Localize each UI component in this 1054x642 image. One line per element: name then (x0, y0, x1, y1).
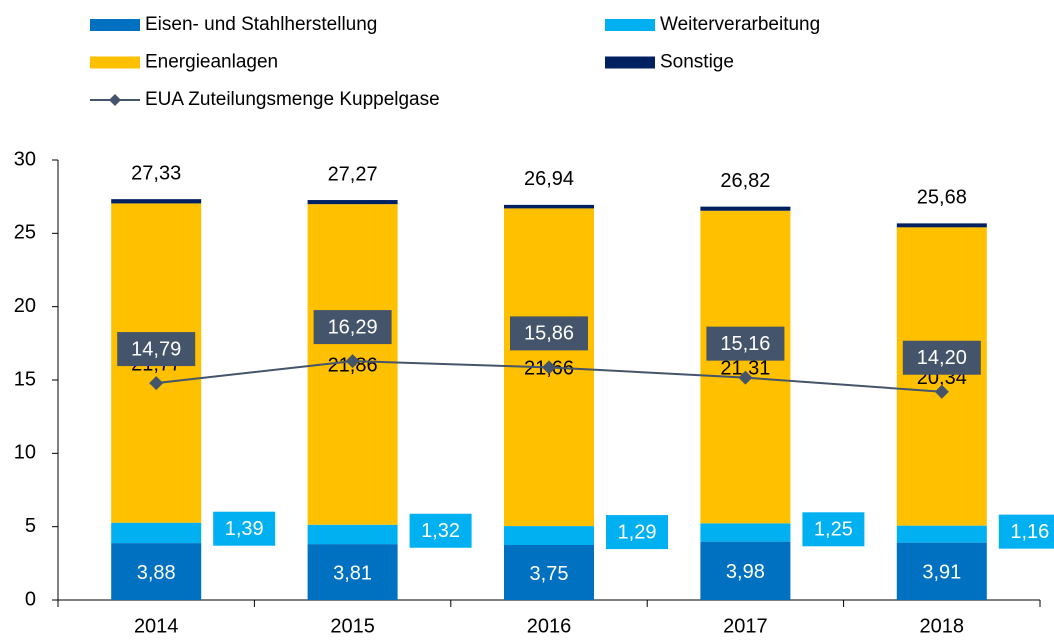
bar-segment (896, 525, 987, 543)
value-label: 15,16 (720, 333, 770, 355)
label-box (213, 511, 276, 546)
value-label: 3,81 (333, 562, 372, 584)
x-tick-label: 2014 (134, 615, 179, 637)
bar-segment (111, 522, 202, 544)
line-marker (934, 384, 949, 399)
legend-label: EUA Zuteilungsmenge Kuppelgase (145, 89, 440, 110)
value-label: 3,91 (922, 562, 961, 584)
legend-label: Eisen- und Stahlherstellung (145, 14, 377, 35)
label-box (998, 514, 1054, 549)
legend-marker (109, 94, 121, 106)
value-label: 3,75 (530, 563, 569, 585)
line-marker (738, 370, 753, 385)
x-tick-label: 2018 (920, 615, 965, 637)
bar-segment (111, 199, 202, 204)
legend-label: Weiterverarbeitung (660, 14, 820, 35)
x-tick-label: 2016 (527, 615, 572, 637)
legend-swatch (90, 19, 140, 31)
legend-swatch (605, 56, 655, 69)
legend-label: Sonstige (660, 52, 734, 73)
x-tick-label: 2015 (330, 615, 375, 637)
value-label: 14,20 (917, 347, 967, 369)
y-tick-label: 10 (14, 442, 36, 464)
bar-segment (307, 200, 398, 205)
total-label: 26,82 (720, 170, 770, 192)
value-label: 21,31 (720, 357, 770, 379)
bar-segment (896, 227, 987, 526)
bar-segment (504, 204, 594, 209)
bar-segment (700, 541, 791, 600)
label-box (117, 332, 196, 367)
value-label: 1,39 (225, 518, 264, 540)
bar-segment (111, 543, 202, 600)
bar-segment (700, 523, 791, 542)
bar-segment (504, 526, 594, 545)
y-tick-label: 15 (14, 368, 36, 390)
total-label: 26,94 (524, 168, 574, 190)
y-tick-label: 25 (14, 222, 36, 244)
total-label: 27,33 (131, 162, 181, 184)
line-marker (345, 354, 360, 369)
y-tick-label: 20 (14, 295, 36, 317)
label-box (510, 316, 588, 351)
y-tick-label: 30 (14, 148, 36, 170)
label-box (409, 513, 472, 548)
bar-segment (896, 223, 987, 228)
label-box (706, 326, 785, 361)
value-label: 1,29 (618, 521, 657, 543)
bar-segment (307, 544, 398, 600)
value-label: 16,29 (328, 316, 378, 338)
bar-segment (504, 545, 594, 600)
label-box (902, 340, 981, 375)
value-label: 1,25 (814, 519, 853, 541)
value-label: 3,98 (726, 561, 765, 583)
value-label: 3,88 (137, 562, 176, 584)
line-marker (149, 376, 164, 391)
label-box (606, 515, 668, 550)
legend-label: Energieanlagen (145, 52, 278, 73)
value-label: 15,86 (524, 323, 574, 345)
value-label: 1,32 (421, 520, 460, 542)
value-label: 14,79 (131, 338, 181, 360)
bar-segment (700, 210, 791, 524)
label-box (802, 512, 865, 547)
legend-swatch (90, 56, 140, 69)
x-tick-label: 2017 (723, 615, 768, 637)
label-box (313, 310, 392, 345)
y-tick-label: 0 (25, 588, 36, 610)
bar-segment (896, 542, 987, 600)
total-label: 25,68 (917, 187, 967, 209)
total-label: 27,27 (328, 163, 378, 185)
y-tick-label: 5 (25, 515, 36, 537)
value-label: 1,16 (1010, 521, 1049, 543)
bar-segment (700, 206, 791, 211)
legend-swatch (605, 19, 655, 31)
bar-segment (307, 524, 398, 545)
line-marker (542, 360, 556, 375)
